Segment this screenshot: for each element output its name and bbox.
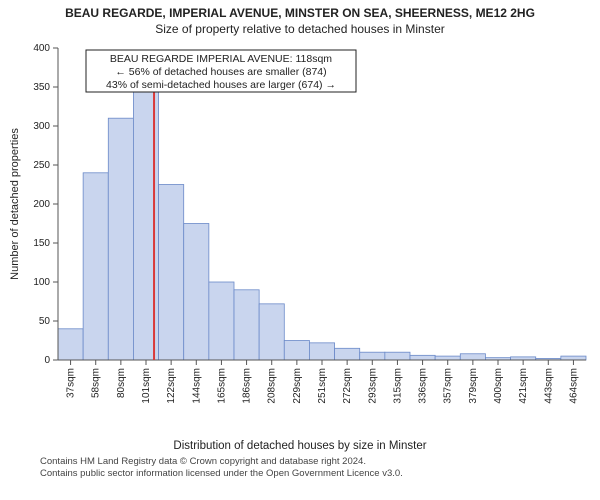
svg-text:229sqm: 229sqm: [292, 368, 303, 404]
svg-text:443sqm: 443sqm: [543, 368, 554, 404]
svg-text:350: 350: [33, 82, 50, 93]
svg-text:50: 50: [39, 316, 51, 327]
svg-text:300: 300: [33, 121, 50, 132]
x-axis-label: Distribution of detached houses by size …: [0, 440, 600, 452]
page-subtitle: Size of property relative to detached ho…: [0, 20, 600, 40]
svg-text:122sqm: 122sqm: [166, 368, 177, 404]
svg-text:37sqm: 37sqm: [66, 368, 77, 398]
footer-line-1: Contains HM Land Registry data © Crown c…: [40, 456, 592, 468]
svg-text:BEAU REGARDE IMPERIAL AVENUE:: BEAU REGARDE IMPERIAL AVENUE: 118sqm: [110, 53, 332, 65]
svg-text:← 56% of detached houses are s: ← 56% of detached houses are smaller (87…: [115, 66, 326, 78]
svg-text:251sqm: 251sqm: [317, 368, 328, 404]
svg-text:150: 150: [33, 238, 50, 249]
histogram-chart: 0 50 100 150 200 250 300 350 400 37sqm 58sqm 80sqm 1…: [0, 40, 600, 440]
svg-text:100: 100: [33, 277, 50, 288]
svg-text:80sqm: 80sqm: [116, 368, 127, 398]
svg-text:315sqm: 315sqm: [392, 368, 403, 404]
svg-text:208sqm: 208sqm: [267, 368, 278, 404]
svg-text:58sqm: 58sqm: [91, 368, 102, 398]
svg-text:0: 0: [44, 355, 50, 366]
svg-text:186sqm: 186sqm: [242, 368, 253, 404]
svg-text:101sqm: 101sqm: [141, 368, 152, 404]
svg-text:421sqm: 421sqm: [518, 368, 529, 404]
footer: Contains HM Land Registry data © Crown c…: [0, 452, 600, 482]
svg-text:200: 200: [33, 199, 50, 210]
footer-line-2: Contains public sector information licen…: [40, 468, 592, 480]
chart-svg: 0 50 100 150 200 250 300 350 400 37sqm 58sqm 80sqm 1…: [0, 40, 600, 422]
svg-text:400sqm: 400sqm: [493, 368, 504, 404]
svg-text:272sqm: 272sqm: [342, 368, 353, 404]
svg-text:464sqm: 464sqm: [568, 368, 579, 404]
svg-text:379sqm: 379sqm: [468, 368, 479, 404]
svg-text:357sqm: 357sqm: [443, 368, 454, 404]
svg-text:Number of detached properties: Number of detached properties: [9, 128, 21, 280]
svg-text:250: 250: [33, 160, 50, 171]
svg-text:43% of semi-detached houses ar: 43% of semi-detached houses are larger (…: [106, 79, 336, 91]
svg-text:165sqm: 165sqm: [216, 368, 227, 404]
svg-text:293sqm: 293sqm: [367, 368, 378, 404]
svg-text:336sqm: 336sqm: [418, 368, 429, 404]
svg-text:144sqm: 144sqm: [191, 368, 202, 404]
page-title: BEAU REGARDE, IMPERIAL AVENUE, MINSTER O…: [0, 0, 600, 20]
svg-text:400: 400: [33, 43, 50, 54]
